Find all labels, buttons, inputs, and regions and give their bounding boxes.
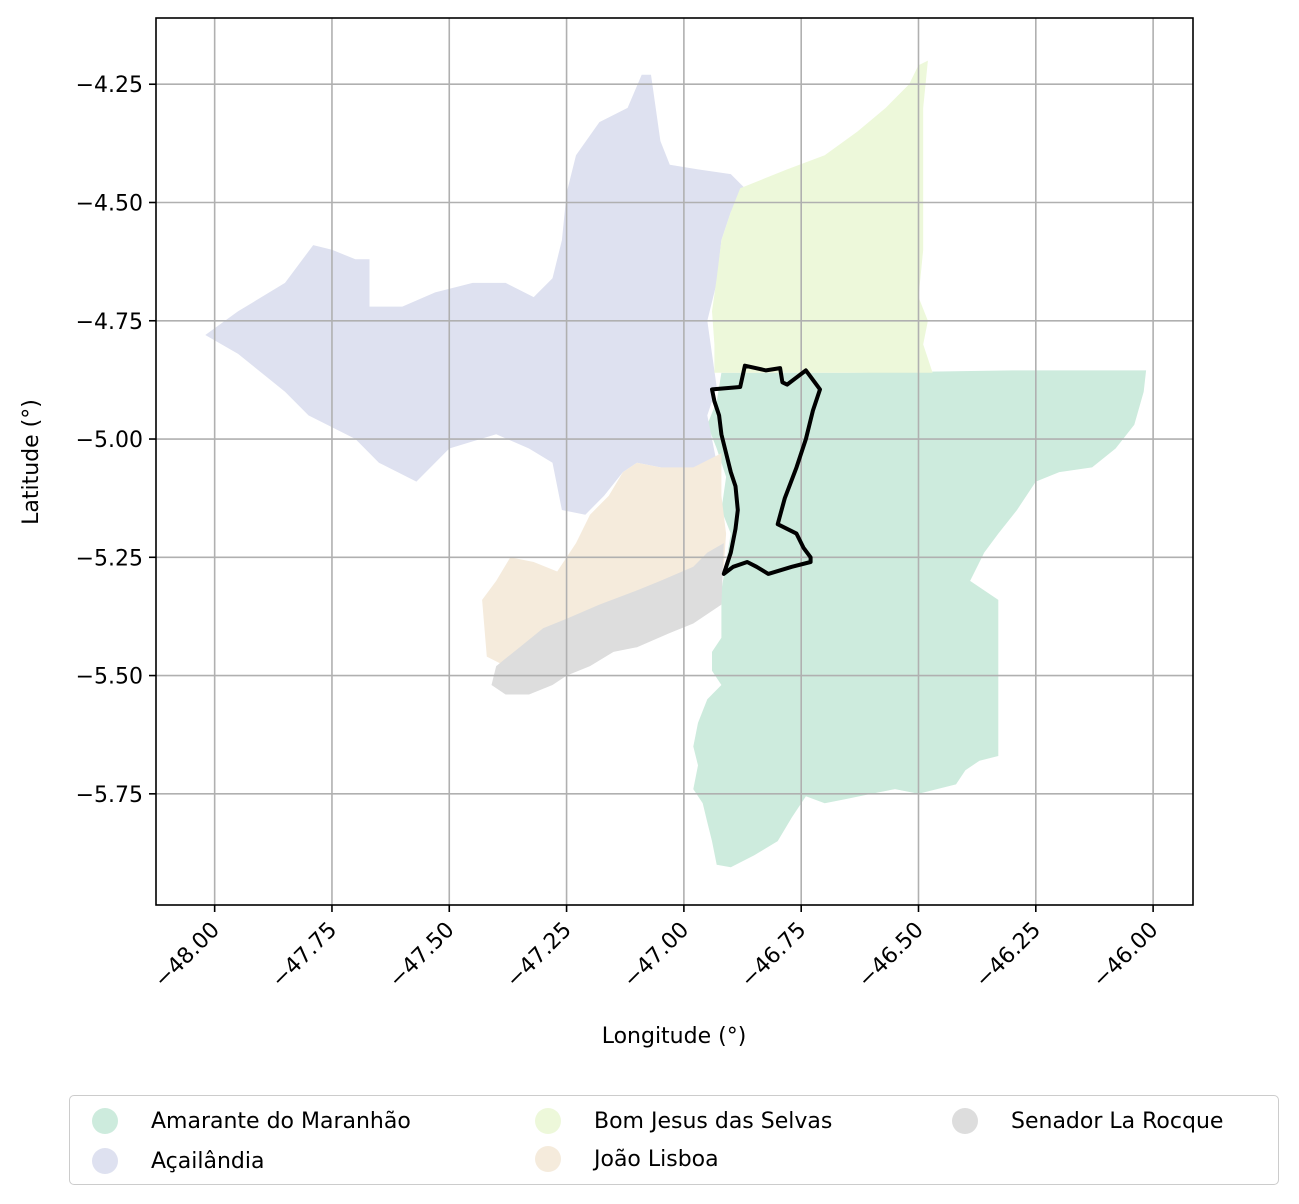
y-tick-label: −4.25 [76,73,143,98]
legend-item: João Lisboa [535,1139,719,1179]
y-tick-label: −5.25 [76,546,143,571]
map-figure: −48.00 −47.75 −47.50 −47.25 −47.00 −46.75 −46.… [19,17,1194,1049]
x-tick-label: −46.50 [853,918,928,993]
legend-label: Amarante do Maranhão [151,1108,411,1134]
y-tick-label: −5.50 [76,665,143,690]
x-tick-label: −47.75 [267,918,342,993]
region-polygon [693,370,1147,868]
y-ticks: −4.25 −4.50 −4.75 −5.00 −5.25 −5.50 −5.75 [76,73,156,808]
regions-layer [205,60,1147,868]
legend-item: Bom Jesus das Selvas [535,1101,832,1141]
legend-marker [535,1108,561,1134]
legend-label: João Lisboa [594,1146,719,1172]
x-ticks: −48.00 −47.75 −47.50 −47.25 −47.00 −46.75 −46.… [150,905,1163,993]
x-tick-label: −47.00 [619,918,694,993]
legend-marker [535,1146,561,1172]
x-tick-label: −47.50 [384,918,459,993]
legend-item: Açailândia [92,1141,264,1181]
y-tick-label: −4.50 [76,191,143,216]
legend-marker [92,1108,118,1134]
x-tick-label: −46.25 [971,918,1046,993]
legend-item: Amarante do Maranhão [92,1101,411,1141]
outline-layer [710,363,822,576]
highlight-outline [710,363,822,576]
legend-label: Senador La Rocque [1011,1108,1224,1134]
x-axis-label: Longitude (°) [602,1024,747,1049]
x-tick-label: −46.00 [1088,918,1163,993]
x-tick-label: −46.75 [736,918,811,993]
x-tick-label: −48.00 [150,918,225,993]
y-tick-label: −5.75 [76,783,143,808]
plot-frame [155,17,1194,906]
legend-label: Bom Jesus das Selvas [594,1108,833,1134]
region-polygon [205,74,745,515]
y-axis-label: Latitude (°) [19,399,44,525]
y-tick-label: −5.00 [76,428,143,453]
grid-layer [156,18,1193,905]
x-tick-label: −47.25 [502,918,577,993]
legend-item: Senador La Rocque [952,1101,1223,1141]
legend-marker [92,1148,118,1174]
legend-label: Açailândia [151,1148,265,1174]
y-tick-label: −4.75 [76,310,143,335]
region-polygon [491,543,724,695]
region-polygon [482,453,727,667]
legend-marker [952,1108,978,1134]
region-polygon [712,60,933,373]
legend: Amarante do Maranhão Açailândia Bom Jesu… [69,1095,1279,1185]
